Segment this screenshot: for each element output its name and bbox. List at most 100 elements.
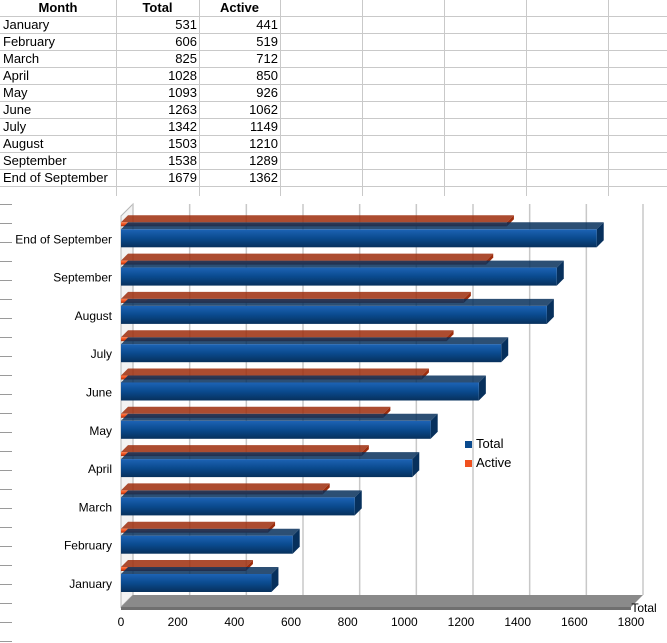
bar-total-face [121, 459, 413, 478]
cell-active[interactable]: 441 [256, 17, 278, 32]
row-tick [0, 318, 12, 319]
cell-active[interactable]: 1289 [249, 153, 278, 168]
bar-total-face [121, 305, 547, 324]
bar-active-top [121, 406, 391, 414]
category-label: July [91, 347, 112, 361]
x-tick-label: 1200 [448, 615, 475, 629]
cell-total[interactable]: 531 [175, 17, 197, 32]
bar-total-top [121, 375, 486, 383]
bar-active-top [121, 215, 514, 223]
cell-active[interactable]: 1210 [249, 136, 278, 151]
category-label: January [69, 577, 112, 591]
x-tick-label: 200 [168, 615, 188, 629]
cell-active[interactable]: 926 [256, 85, 278, 100]
bar-total-top [121, 413, 438, 421]
bar-total-top [121, 260, 564, 268]
cell-total[interactable]: 1093 [168, 85, 197, 100]
row-tick [0, 508, 12, 509]
category-label: August [75, 309, 113, 323]
row-border [0, 16, 667, 17]
row-tick [0, 603, 12, 604]
row-border [0, 169, 667, 170]
cell-total[interactable]: 1679 [168, 170, 197, 185]
x-tick-label: 1000 [391, 615, 418, 629]
bar-total [121, 260, 564, 286]
row-tick [0, 375, 12, 376]
cell-active[interactable]: 1362 [249, 170, 278, 185]
row-tick [0, 622, 12, 623]
row-tick [0, 641, 12, 642]
category-label: May [89, 424, 112, 438]
row-border [0, 101, 667, 102]
row-tick [0, 451, 12, 452]
cell-month[interactable]: End of September [3, 170, 108, 185]
cell-total[interactable]: 1263 [168, 102, 197, 117]
header-total[interactable]: Total [142, 0, 173, 15]
cell-active[interactable]: 712 [256, 51, 278, 66]
cell-month[interactable]: August [3, 136, 44, 151]
bar-total-top [121, 452, 420, 460]
cell-total[interactable]: 1028 [168, 68, 197, 83]
bar-chart[interactable]: January February March April May June July Augu… [0, 196, 667, 643]
cell-total[interactable]: 1538 [168, 153, 197, 168]
cell-month[interactable]: September [3, 153, 67, 168]
cell-active[interactable]: 1062 [249, 102, 278, 117]
legend-active-label: Active [476, 455, 512, 470]
bar-total [121, 567, 279, 592]
cell-month[interactable]: July [3, 119, 27, 134]
row-tick [0, 546, 12, 547]
cell-total[interactable]: 1342 [168, 119, 197, 134]
row-tick [0, 337, 12, 338]
bar-total-face [121, 382, 479, 401]
row-tick [0, 394, 12, 395]
axis-title: Total [631, 601, 656, 615]
legend-total-swatch [465, 441, 472, 448]
column-border [116, 0, 117, 196]
chart-floor [121, 595, 643, 607]
row-tick [0, 413, 12, 414]
bar-total-face [121, 535, 293, 554]
bar-active-top [121, 368, 429, 376]
cell-total[interactable]: 1503 [168, 136, 197, 151]
bar-total-top [121, 567, 279, 574]
cell-active[interactable]: 1149 [250, 119, 278, 134]
bar-total-side [271, 567, 279, 592]
cell-total[interactable]: 606 [175, 34, 197, 49]
cell-total[interactable]: 825 [175, 51, 197, 66]
bar-active-top [121, 253, 494, 261]
cell-month[interactable]: March [3, 51, 40, 66]
legend-total-label: Total [476, 436, 504, 451]
row-tick [0, 356, 12, 357]
bar-total-top [121, 337, 509, 345]
bar-total-face [121, 574, 272, 592]
bar-active-top [121, 330, 454, 338]
cell-month[interactable]: February [3, 34, 56, 49]
column-border [199, 0, 200, 196]
bar-total [121, 298, 554, 324]
bar-total-face [121, 497, 355, 516]
bar-total [121, 337, 509, 363]
row-tick [0, 584, 12, 585]
bar-total-side [546, 298, 554, 324]
cell-active[interactable]: 850 [256, 68, 278, 83]
cell-month[interactable]: April [3, 68, 30, 83]
header-month[interactable]: Month [38, 0, 78, 15]
header-active[interactable]: Active [219, 0, 260, 15]
column-border [444, 0, 445, 196]
category-label: March [79, 500, 112, 514]
row-tick [0, 489, 12, 490]
bar-total [121, 452, 420, 478]
row-tick [0, 299, 12, 300]
cell-active[interactable]: 519 [256, 34, 278, 49]
category-label: April [88, 462, 112, 476]
row-tick [0, 242, 12, 243]
cell-month[interactable]: May [3, 85, 28, 100]
bar-total-face [121, 229, 597, 248]
bar-active-top [121, 560, 253, 567]
cell-month[interactable]: January [3, 17, 50, 32]
cell-month[interactable]: June [3, 102, 32, 117]
row-border [0, 186, 667, 187]
column-border [608, 0, 609, 196]
x-tick-label: 1600 [561, 615, 588, 629]
